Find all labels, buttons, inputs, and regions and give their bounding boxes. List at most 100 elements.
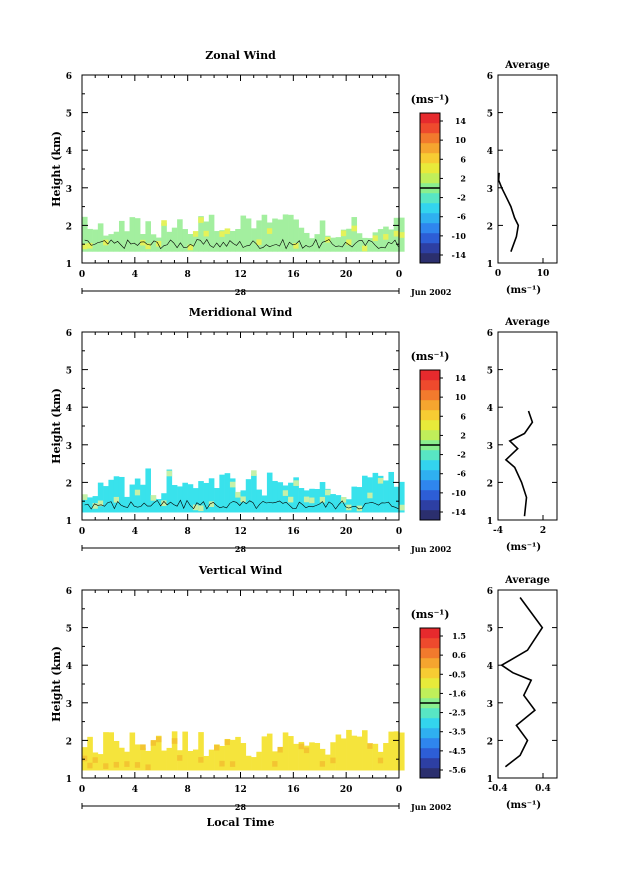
heatmap-cell [214,744,220,751]
colorbar-swatch [420,658,440,669]
heatmap-cell [288,214,294,252]
average-title: Average [504,575,550,586]
heatmap-cell [272,761,278,767]
heatmap-cell [177,755,183,761]
y-tick-label: 4 [66,147,72,157]
y-tick-label: 1 [66,260,72,270]
heatmap-cell [82,755,88,762]
heatmap-cell [298,227,305,252]
y-tick-label: 2 [66,222,72,232]
heatmap-cell [182,482,188,513]
colorbar-tick-label: -2 [457,450,466,460]
average-x-tick-label: 0 [495,269,501,279]
heatmap-cell [282,490,289,496]
colorbar-swatch [420,638,440,649]
y-axis-label: Height (km) [50,131,63,207]
x-tick-label: 4 [132,270,138,280]
colorbar-swatch [420,648,440,659]
heatmap-cell [134,489,141,496]
x-tick-label: 12 [234,270,247,280]
colorbar-swatch [420,380,440,391]
y-tick-label: 5 [66,625,72,635]
heatmap-cell [372,743,379,771]
y-tick-label: 3 [66,442,72,452]
colorbar-swatch [420,628,440,639]
panel-title: Meridional Wind [189,306,293,319]
heatmap-cell [303,496,310,503]
heatmap-cell [155,499,162,513]
heatmap-cell [124,751,130,771]
heatmap-cell [340,738,347,771]
x-tick-label: 8 [185,270,191,280]
colorbar-tick-label: -5.6 [449,765,467,775]
heatmap-cell [293,477,299,513]
heatmap-cell [87,762,93,769]
heatmap-cell [314,489,321,513]
heatmap-cell [356,487,363,513]
heatmap-cell [293,242,299,249]
heatmap-cell [245,755,252,771]
heatmap-cell [129,217,136,252]
colorbar-swatch [420,738,440,749]
average-y-tick-label: 2 [487,479,493,489]
heatmap-cell [87,228,93,252]
colorbar-swatch [420,173,440,184]
colorbar-swatch [420,708,440,719]
average-y-tick-label: 1 [487,260,493,270]
heatmap-cell [261,736,268,771]
colorbar-swatch [420,193,440,204]
heatmap-cell [124,761,130,767]
heatmap-cell [309,497,315,504]
y-tick-label: 2 [66,479,72,489]
heatmap-cell [166,747,173,771]
heatmap-cell [134,218,141,252]
heatmap-cell [140,748,146,771]
heatmap-cell [155,240,162,247]
colorbar-tick-label: 1.5 [452,631,466,641]
average-y-tick-label: 6 [487,587,493,597]
colorbar-tick-label: -14 [452,250,467,260]
average-unit: (ms⁻¹) [506,800,541,811]
average-title: Average [504,60,550,71]
day-label: 28 [235,544,247,554]
average-y-tick-label: 3 [487,185,493,195]
heatmap-cell [129,484,136,513]
heatmap-cell [330,757,336,764]
heatmap-cell [145,221,151,252]
heatmap-cell [224,233,231,252]
heatmap-cell [161,220,167,226]
colorbar-swatch [420,430,440,441]
heatmap-cell [171,731,178,771]
heatmap-cell [229,739,236,771]
heatmap-cell [388,731,395,771]
colorbar-tick-label: 14 [455,373,467,383]
heatmap-cell [372,232,379,252]
colorbar-swatch [420,480,440,491]
heatmap-cell [346,239,352,246]
heatmap-cell [256,239,262,246]
colorbar-unit: (ms⁻¹) [411,93,450,106]
colorbar-tick-label: -6 [457,469,466,479]
heatmap-cell [298,488,305,513]
average-y-tick-label: 6 [487,72,493,82]
heatmap-cell [351,225,358,232]
heatmap-cell [224,473,231,513]
heatmap-cell [108,732,114,771]
heatmap-cell [377,757,384,764]
heatmap-cell [97,223,104,252]
heatmap-cell [150,497,157,513]
average-y-tick-label: 4 [487,662,493,672]
heatmap-cell [219,745,225,771]
heatmap-cell [256,751,262,771]
average-y-tick-label: 2 [487,222,493,232]
average-title: Average [504,317,550,328]
heatmap-cell [134,762,141,768]
heatmap-cell [219,230,225,252]
heatmap-cell [171,738,178,744]
heatmap-cell [298,741,305,771]
heatmap-cell [277,482,284,513]
colorbar-tick-label: 10 [455,135,467,145]
colorbar-unit: (ms⁻¹) [411,350,450,363]
